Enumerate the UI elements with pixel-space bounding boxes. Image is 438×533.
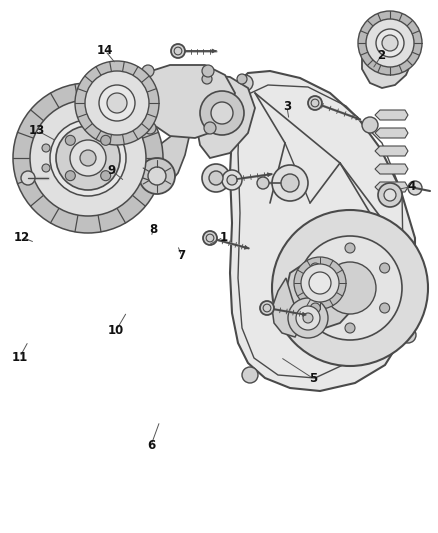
Circle shape (311, 263, 320, 273)
Circle shape (13, 83, 163, 233)
Polygon shape (195, 75, 255, 158)
Circle shape (260, 301, 274, 315)
Circle shape (345, 243, 355, 253)
Circle shape (42, 164, 50, 172)
Circle shape (296, 306, 320, 330)
Polygon shape (212, 49, 216, 53)
Text: 2: 2 (377, 50, 385, 62)
Circle shape (301, 264, 339, 302)
Polygon shape (375, 182, 408, 192)
Circle shape (257, 177, 269, 189)
Circle shape (80, 150, 96, 166)
Circle shape (200, 91, 244, 135)
Circle shape (42, 144, 50, 152)
Text: 5: 5 (309, 372, 317, 385)
Polygon shape (267, 173, 272, 177)
Circle shape (21, 171, 35, 185)
Polygon shape (356, 116, 360, 120)
Circle shape (408, 181, 422, 195)
Circle shape (202, 65, 214, 77)
Polygon shape (272, 278, 300, 337)
Circle shape (101, 171, 111, 181)
Circle shape (324, 262, 376, 314)
Circle shape (366, 19, 414, 67)
Circle shape (376, 29, 404, 57)
Text: 7: 7 (178, 249, 186, 262)
Circle shape (204, 122, 216, 134)
Circle shape (171, 44, 185, 58)
Circle shape (303, 313, 313, 323)
Circle shape (227, 175, 237, 185)
Circle shape (237, 74, 247, 84)
Circle shape (50, 120, 126, 196)
Circle shape (203, 231, 217, 245)
Polygon shape (375, 164, 408, 174)
Circle shape (288, 298, 328, 338)
Circle shape (380, 263, 390, 273)
Circle shape (65, 135, 75, 146)
Text: 6: 6 (147, 439, 155, 451)
Polygon shape (244, 245, 249, 249)
Circle shape (148, 167, 166, 185)
Circle shape (272, 165, 308, 201)
Circle shape (237, 75, 253, 91)
Circle shape (272, 210, 428, 366)
Polygon shape (230, 71, 415, 391)
Circle shape (99, 85, 135, 121)
Circle shape (202, 164, 230, 192)
Circle shape (345, 323, 355, 333)
Text: 13: 13 (29, 124, 46, 137)
Circle shape (222, 170, 242, 190)
Polygon shape (375, 146, 408, 156)
Polygon shape (130, 65, 235, 138)
Circle shape (384, 189, 396, 201)
Circle shape (308, 96, 322, 110)
Circle shape (139, 158, 175, 194)
Polygon shape (302, 312, 307, 316)
Circle shape (309, 272, 331, 294)
Circle shape (294, 257, 346, 309)
Text: 11: 11 (11, 351, 28, 364)
Circle shape (358, 11, 422, 75)
Text: 9: 9 (108, 164, 116, 177)
Text: 10: 10 (108, 324, 124, 337)
Text: 12: 12 (14, 231, 30, 244)
Polygon shape (375, 110, 408, 120)
Circle shape (65, 171, 75, 181)
Circle shape (70, 140, 106, 176)
Polygon shape (140, 118, 195, 188)
Circle shape (311, 303, 320, 313)
Circle shape (242, 367, 258, 383)
Circle shape (211, 102, 233, 124)
Circle shape (30, 100, 146, 216)
Text: 3: 3 (283, 100, 291, 113)
Polygon shape (362, 23, 412, 88)
Circle shape (382, 35, 398, 51)
Text: 4: 4 (408, 180, 416, 193)
Circle shape (202, 74, 212, 84)
Circle shape (378, 183, 402, 207)
Circle shape (400, 327, 416, 343)
Text: 1: 1 (219, 231, 227, 244)
Circle shape (75, 61, 159, 145)
Circle shape (362, 117, 378, 133)
Circle shape (107, 93, 127, 113)
Circle shape (298, 236, 402, 340)
Polygon shape (375, 128, 408, 138)
Polygon shape (286, 261, 355, 329)
Circle shape (209, 171, 223, 185)
Circle shape (380, 303, 390, 313)
Text: 14: 14 (97, 44, 113, 57)
Circle shape (101, 135, 111, 146)
Circle shape (85, 71, 149, 135)
Circle shape (142, 65, 154, 77)
Circle shape (56, 126, 120, 190)
Circle shape (144, 122, 156, 134)
Text: 8: 8 (149, 223, 157, 236)
Circle shape (281, 174, 299, 192)
